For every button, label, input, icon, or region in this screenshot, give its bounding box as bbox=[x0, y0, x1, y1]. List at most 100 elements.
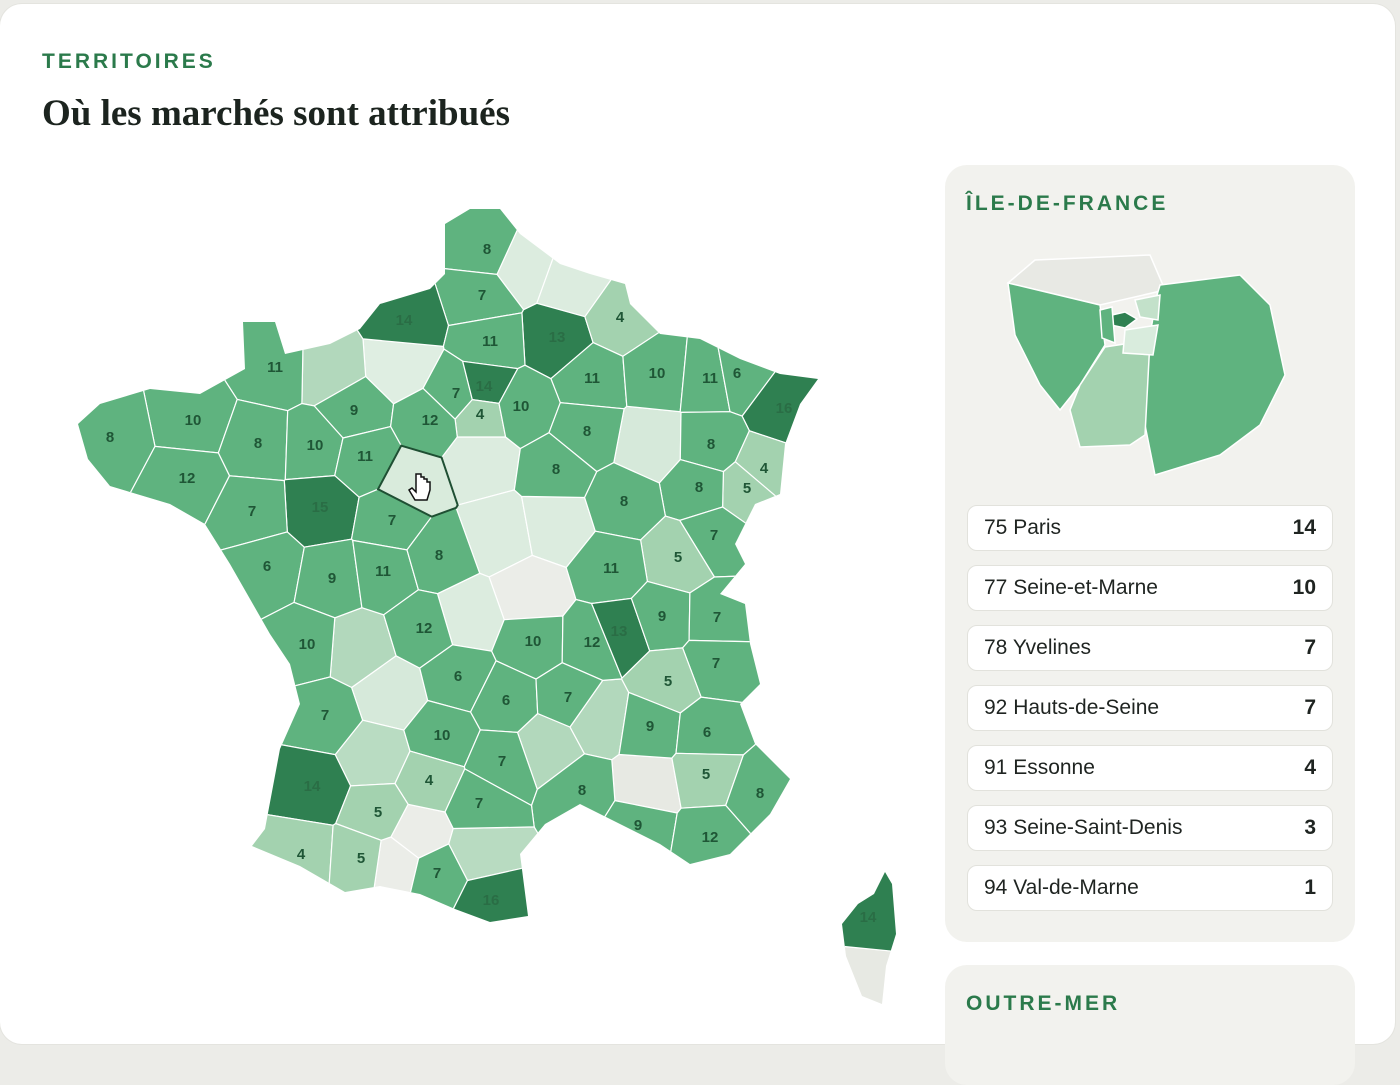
department-value: 8 bbox=[756, 785, 764, 802]
idf-row[interactable]: 94 Val-de-Marne 1 bbox=[967, 865, 1333, 911]
department-value: 8 bbox=[578, 782, 586, 799]
department-value: 7 bbox=[475, 795, 483, 812]
idf-row[interactable]: 77 Seine-et-Marne 10 bbox=[967, 565, 1333, 611]
department-value: 4 bbox=[616, 309, 625, 326]
department-value: 6 bbox=[733, 365, 741, 382]
outre-mer-title: OUTRE-MER bbox=[966, 992, 1121, 1015]
department-value: 8 bbox=[620, 493, 628, 510]
department-value: 10 bbox=[434, 727, 451, 744]
department-value: 10 bbox=[307, 437, 324, 454]
department-labels: 8 7 14 13 4 11 11 11 10 11 6 16 7 14 4 10 9 12 10 8 8 10 11 8 8 4… bbox=[106, 241, 877, 926]
department-value: 11 bbox=[702, 370, 718, 387]
department bbox=[679, 285, 731, 414]
department-value: 7 bbox=[564, 689, 572, 706]
department-value: 5 bbox=[357, 850, 365, 867]
department-value: 13 bbox=[549, 329, 566, 346]
department-value: 7 bbox=[388, 512, 396, 529]
department-value: 9 bbox=[646, 718, 654, 735]
department-name: 94 Val-de-Marne bbox=[984, 876, 1139, 899]
department bbox=[78, 601, 336, 726]
department bbox=[78, 209, 156, 663]
outre-mer-panel: OUTRE-MER bbox=[945, 965, 1355, 1085]
department-value: 6 bbox=[454, 668, 462, 685]
idf-department bbox=[1006, 254, 1167, 306]
department bbox=[568, 799, 678, 1004]
idf-department bbox=[1099, 306, 1116, 345]
france-map: 8 7 14 13 4 11 11 11 10 11 6 16 7 14 4 10 9 12 10 8 8 10 11 8 8 4… bbox=[78, 209, 896, 1004]
department-value: 7 bbox=[713, 609, 721, 626]
department-value: 7 bbox=[712, 655, 720, 672]
department-count: 7 bbox=[1304, 636, 1316, 659]
department-value: 7 bbox=[433, 865, 441, 882]
department-value: 6 bbox=[263, 558, 271, 575]
department bbox=[688, 572, 896, 647]
department-value: 15 bbox=[312, 499, 329, 516]
idf-department bbox=[1122, 324, 1159, 356]
department bbox=[535, 662, 604, 728]
department bbox=[725, 666, 896, 879]
idf-map bbox=[1006, 254, 1286, 476]
department-value: 5 bbox=[702, 766, 710, 783]
idf-row[interactable]: 91 Essonne 4 bbox=[967, 745, 1333, 791]
department bbox=[280, 209, 450, 347]
idf-row[interactable]: 93 Seine-Saint-Denis 3 bbox=[967, 805, 1333, 851]
department-value: 12 bbox=[422, 412, 439, 429]
department-value: 9 bbox=[658, 608, 666, 625]
department-value: 14 bbox=[304, 778, 321, 795]
department-name: 91 Essonne bbox=[984, 756, 1095, 779]
department-value: 7 bbox=[248, 503, 256, 520]
department bbox=[676, 937, 896, 1004]
department bbox=[734, 430, 896, 601]
department-value: 7 bbox=[452, 385, 460, 402]
department bbox=[98, 209, 306, 412]
department-value: 12 bbox=[416, 620, 433, 637]
department bbox=[444, 768, 535, 830]
department-value: 11 bbox=[267, 359, 283, 376]
department-value: 10 bbox=[185, 412, 202, 429]
department-value: 8 bbox=[435, 547, 443, 564]
department-name: 92 Hauts-de-Seine bbox=[984, 696, 1160, 719]
department-value: 4 bbox=[297, 846, 306, 863]
idf-list: 75 Paris 14 77 Seine-et-Marne 10 78 Yvelines… bbox=[967, 505, 1333, 925]
idf-row[interactable]: 78 Yvelines 7 bbox=[967, 625, 1333, 671]
department-value: 10 bbox=[299, 636, 316, 653]
idf-department bbox=[1069, 339, 1151, 448]
department-count: 7 bbox=[1304, 696, 1316, 719]
cursor bbox=[407, 473, 431, 501]
department-value: 7 bbox=[321, 707, 329, 724]
department-count: 4 bbox=[1304, 756, 1316, 779]
department bbox=[675, 696, 798, 756]
department-value: 4 bbox=[476, 406, 485, 423]
idf-title: ÎLE-DE-FRANCE bbox=[966, 192, 1169, 215]
department-value: 8 bbox=[552, 461, 560, 478]
department-value: 11 bbox=[357, 448, 373, 465]
department-value: 5 bbox=[664, 673, 672, 690]
department-value: 8 bbox=[483, 241, 491, 258]
idf-row[interactable]: 92 Hauts-de-Seine 7 bbox=[967, 685, 1333, 731]
department-value: 7 bbox=[478, 287, 486, 304]
idf-row[interactable]: 75 Paris 14 bbox=[967, 505, 1333, 551]
department-value: 11 bbox=[375, 563, 391, 580]
department-value: 12 bbox=[584, 634, 601, 651]
department-count: 1 bbox=[1304, 876, 1316, 899]
page: {"header": {"eyebrow": "TERRITOIRES", "t… bbox=[0, 4, 1395, 1044]
department-value: 6 bbox=[703, 724, 711, 741]
department bbox=[584, 209, 757, 357]
department-value: 12 bbox=[702, 829, 719, 846]
department-value: 5 bbox=[743, 480, 751, 497]
department-value: 5 bbox=[374, 804, 382, 821]
department-count: 14 bbox=[1292, 516, 1316, 539]
department-value: 4 bbox=[425, 772, 434, 789]
section-title: Où les marchés sont attribués bbox=[42, 93, 510, 134]
department-value: 7 bbox=[710, 527, 718, 544]
department-value: 8 bbox=[583, 423, 591, 440]
department-value: 11 bbox=[603, 560, 619, 577]
department-value: 10 bbox=[525, 633, 542, 650]
department-value: 8 bbox=[254, 435, 262, 452]
department-value: 12 bbox=[179, 470, 196, 487]
department-value: 11 bbox=[584, 370, 600, 387]
department-value: 5 bbox=[674, 549, 682, 566]
department-value: 8 bbox=[695, 479, 703, 496]
department-count: 10 bbox=[1292, 576, 1316, 599]
idf-department bbox=[1110, 311, 1139, 329]
